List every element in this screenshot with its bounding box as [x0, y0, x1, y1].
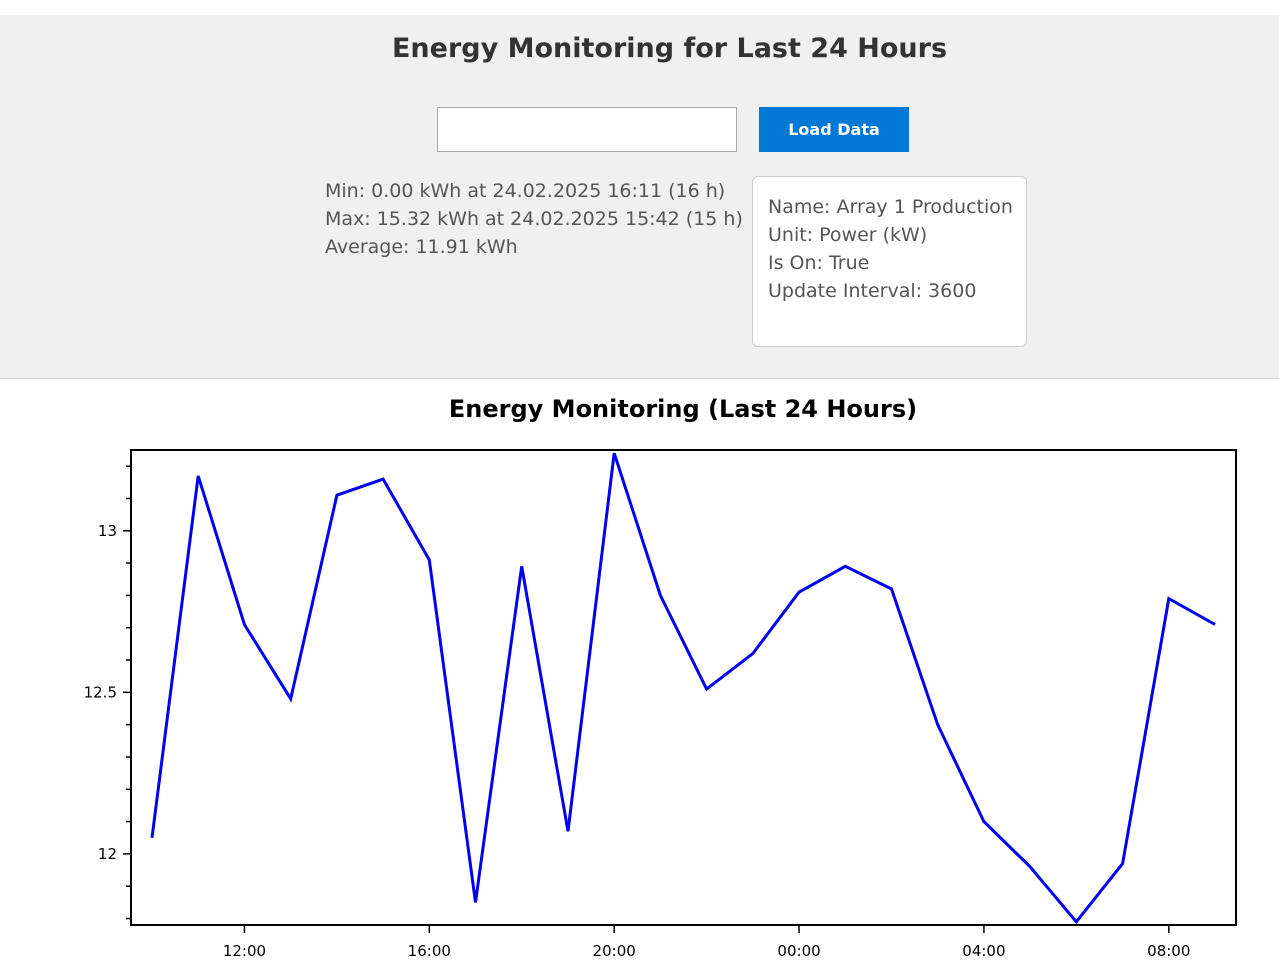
plot-frame: [130, 449, 1237, 926]
chart-title: Energy Monitoring (Last 24 Hours): [448, 395, 918, 423]
device-info-card: Name: Array 1 Production Unit: Power (kW…: [752, 176, 1027, 347]
y-tick-label: 12: [98, 845, 117, 863]
info-is-on: Is On: True: [768, 252, 870, 274]
page-title: Energy Monitoring for Last 24 Hours: [391, 33, 948, 64]
info-unit: Unit: Power (kW): [768, 224, 928, 246]
top-strip: [0, 0, 1279, 15]
series-line: [150, 452, 1216, 925]
x-tick-label: 00:00: [777, 942, 820, 960]
x-tick-label: 08:00: [1147, 942, 1190, 960]
energy-line-chart: 12 12.5 13 12:00 16:00 20:00 00:00 04:00 08:00: [84, 449, 1237, 960]
x-tick-label: 04:00: [962, 942, 1005, 960]
x-tick-label: 12:00: [223, 942, 266, 960]
y-tick-label: 12.5: [84, 683, 117, 701]
x-tick-label: 20:00: [593, 942, 636, 960]
stat-average: Average: 11.91 kWh: [325, 236, 518, 258]
stats-summary: Min: 0.00 kWh at 24.02.2025 16:11 (16 h)…: [325, 177, 743, 261]
info-update-interval: Update Interval: 3600: [768, 280, 977, 302]
y-tick-label: 13: [98, 522, 117, 540]
x-tick-label: 16:00: [408, 942, 451, 960]
stat-max: Max: 15.32 kWh at 24.02.2025 15:42 (15 h…: [325, 208, 743, 230]
info-name: Name: Array 1 Production: [768, 196, 1013, 218]
search-input[interactable]: [437, 107, 737, 152]
header-panel: Energy Monitoring for Last 24 Hours Load…: [0, 15, 1279, 379]
stat-min: Min: 0.00 kWh at 24.02.2025 16:11 (16 h): [325, 180, 726, 202]
load-data-button[interactable]: Load Data: [759, 107, 909, 152]
